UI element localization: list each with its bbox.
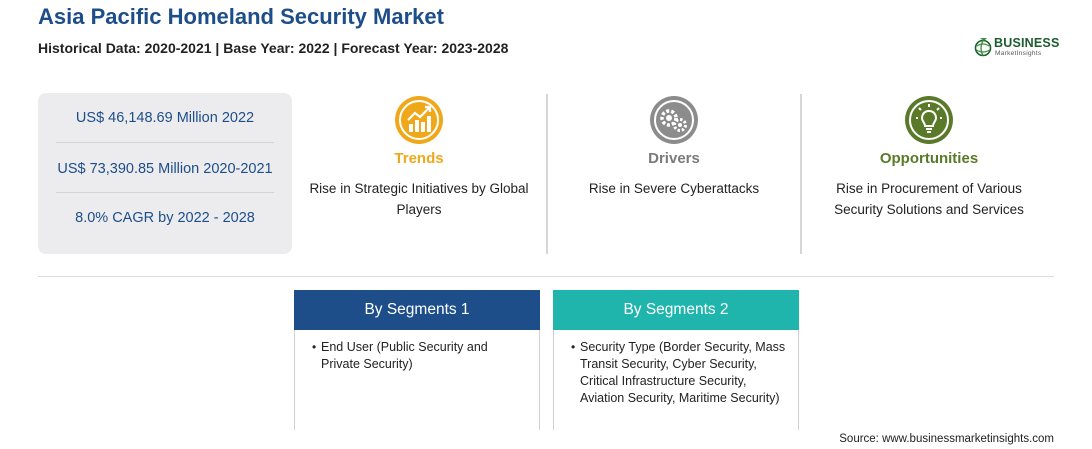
drivers-description: Rise in Severe Cyberattacks xyxy=(588,181,760,196)
column-divider xyxy=(546,94,548,254)
segments-2-body: • Security Type (Border Security, Mass T… xyxy=(553,330,799,430)
opportunities-column: Opportunities Rise in Procurement of Var… xyxy=(802,94,1056,234)
segments-1-body: • End User (Public Security and Private … xyxy=(294,330,540,430)
section-divider xyxy=(38,276,1054,277)
segments-1-item: End User (Public Security and Private Se… xyxy=(321,340,488,371)
trends-column: Trends Rise in Strategic Initiatives by … xyxy=(292,94,546,234)
stat-cagr: 8.0% CAGR by 2022 - 2028 xyxy=(75,210,255,226)
trends-heading: Trends xyxy=(394,150,444,167)
segments-2-item: Security Type (Border Security, Mass Tra… xyxy=(580,340,786,405)
logo-brand-text: BUSINESS xyxy=(994,36,1060,50)
page-title: Asia Pacific Homeland Security Market xyxy=(38,4,444,29)
drivers-column: Drivers Rise in Severe Cyberattacks xyxy=(548,94,800,234)
stat-divider xyxy=(56,142,274,143)
page-subtitle: Historical Data: 2020-2021 | Base Year: … xyxy=(38,40,509,56)
bullet-icon: • xyxy=(571,340,576,354)
segments-1-box: By Segments 1 • End User (Public Securit… xyxy=(294,290,540,430)
segments-2-heading: By Segments 2 xyxy=(553,290,799,330)
gears-icon xyxy=(650,96,698,144)
logo-tagline: MarketInsights xyxy=(995,50,1042,57)
opportunities-description: Rise in Procurement of Various Security … xyxy=(834,181,1024,217)
segments-2-box: By Segments 2 • Security Type (Border Se… xyxy=(553,290,799,430)
segments-1-heading: By Segments 1 xyxy=(294,290,540,330)
drivers-heading: Drivers xyxy=(648,150,700,167)
globe-icon xyxy=(974,38,992,57)
growth-chart-icon xyxy=(395,96,443,144)
stat-market-value-2022: US$ 46,148.69 Million 2022 xyxy=(75,110,255,126)
source-note: Source: www.businessmarketinsights.com xyxy=(839,433,1054,445)
opportunities-heading: Opportunities xyxy=(879,150,979,167)
column-divider xyxy=(800,94,802,254)
stat-market-value-historical: US$ 73,390.85 Million 2020-2021 xyxy=(57,161,273,177)
stat-divider xyxy=(56,192,274,193)
market-stats-card: US$ 46,148.69 Million 2022 US$ 73,390.85… xyxy=(38,93,292,254)
brand-logo: BUSINESS MarketInsights xyxy=(974,36,1064,60)
trends-description: Rise in Strategic Initiatives by Global … xyxy=(309,181,529,217)
lightbulb-icon xyxy=(905,96,953,144)
bullet-icon: • xyxy=(312,340,317,354)
